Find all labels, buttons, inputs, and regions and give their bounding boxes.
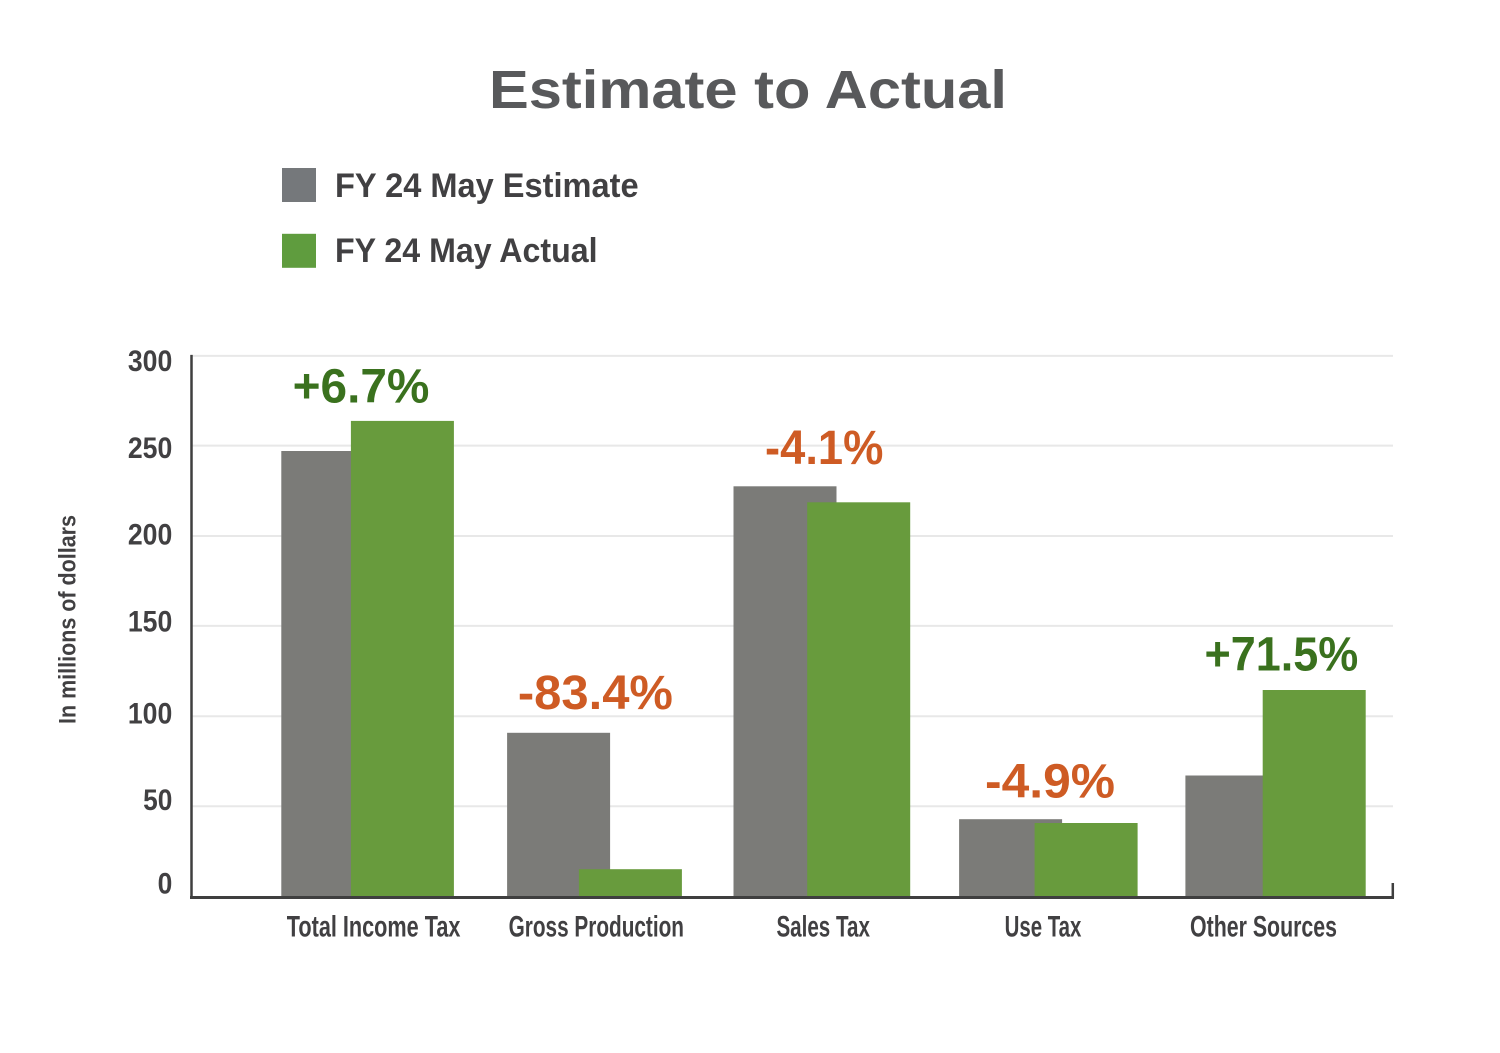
- svg-text:In millions of dollars: In millions of dollars: [55, 515, 82, 724]
- svg-text:Total Income Tax: Total Income Tax: [287, 911, 461, 944]
- svg-text:Use Tax: Use Tax: [1005, 911, 1082, 944]
- svg-text:Gross Production: Gross Production: [509, 911, 684, 944]
- svg-text:-83.4%: -83.4%: [518, 667, 673, 720]
- svg-text:0: 0: [158, 867, 173, 900]
- svg-text:200: 200: [128, 519, 172, 552]
- svg-text:Estimate to Actual: Estimate to Actual: [489, 60, 1007, 120]
- svg-text:-4.1%: -4.1%: [765, 422, 883, 475]
- svg-text:+71.5%: +71.5%: [1205, 628, 1359, 681]
- svg-text:150: 150: [128, 605, 172, 638]
- svg-text:250: 250: [128, 432, 172, 465]
- svg-text:FY 24 May Actual: FY 24 May Actual: [335, 232, 598, 270]
- svg-text:+6.7%: +6.7%: [293, 360, 430, 413]
- svg-text:50: 50: [143, 784, 172, 817]
- svg-text:100: 100: [128, 697, 172, 730]
- svg-text:FY 24 May Estimate: FY 24 May Estimate: [335, 167, 639, 205]
- svg-text:Other Sources: Other Sources: [1190, 911, 1337, 944]
- svg-text:300: 300: [128, 345, 172, 378]
- svg-text:Sales Tax: Sales Tax: [776, 911, 870, 944]
- svg-text:-4.9%: -4.9%: [985, 756, 1115, 809]
